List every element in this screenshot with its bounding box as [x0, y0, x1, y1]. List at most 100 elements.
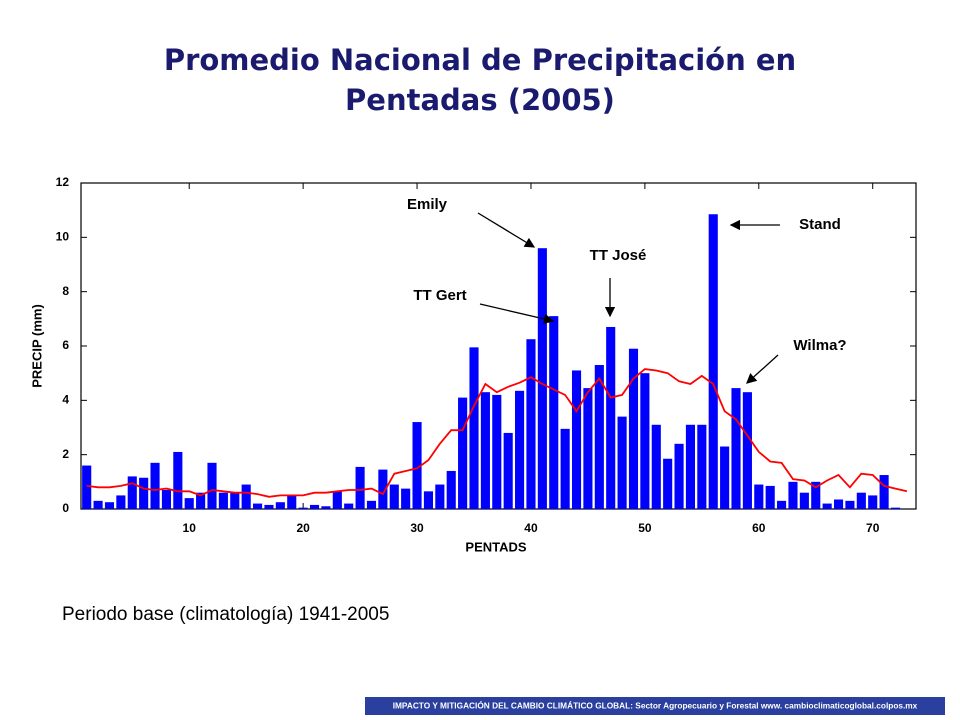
- bar: [253, 503, 263, 509]
- y-tick-label: 12: [56, 175, 70, 189]
- line: [86, 368, 908, 498]
- bar: [777, 500, 787, 509]
- bar: [401, 488, 411, 509]
- x-tick-label: 20: [296, 521, 310, 535]
- y-tick-label: 10: [56, 230, 70, 244]
- bar: [423, 491, 433, 509]
- bar: [275, 502, 285, 509]
- bar: [298, 507, 308, 509]
- bar: [594, 365, 604, 509]
- x-tick-label: 50: [638, 521, 652, 535]
- bar: [651, 424, 661, 509]
- bar: [765, 485, 775, 509]
- bar: [720, 446, 730, 509]
- arrow: [477, 212, 536, 248]
- bar: [492, 394, 502, 509]
- bar: [663, 458, 673, 509]
- x-tick-label: 60: [752, 521, 766, 535]
- bar: [139, 477, 149, 509]
- bar: [82, 465, 92, 509]
- bar: [742, 392, 752, 509]
- bar: [868, 495, 878, 509]
- bar: [230, 492, 240, 509]
- bar: [241, 484, 251, 509]
- bar: [321, 506, 331, 509]
- bar: [366, 500, 377, 509]
- bar: [879, 475, 889, 509]
- bar: [560, 428, 570, 509]
- x-axis-label: PENTADS: [465, 539, 526, 554]
- bar: [788, 481, 798, 509]
- bar: [674, 443, 684, 509]
- bar: [173, 451, 183, 509]
- annotation: TT José: [590, 247, 647, 264]
- bar: [571, 370, 582, 509]
- bar: [389, 484, 399, 509]
- bar: [469, 347, 479, 509]
- bar: [811, 481, 821, 509]
- bar: [628, 348, 639, 509]
- bar: [309, 504, 320, 509]
- arrow: [746, 354, 779, 384]
- bar: [264, 504, 274, 509]
- x-tick-label: 70: [866, 521, 880, 535]
- arrow: [479, 303, 555, 325]
- bar: [196, 492, 206, 509]
- bar: [731, 388, 741, 509]
- bar: [515, 390, 525, 509]
- y-tick-label: 8: [62, 284, 69, 298]
- bar: [127, 476, 137, 509]
- chart-title: Promedio Nacional de Precipitación en: [164, 43, 796, 77]
- bar: [526, 339, 536, 509]
- bar: [503, 432, 513, 509]
- annotation: Wilma?: [793, 337, 846, 354]
- x-tick-label: 40: [524, 521, 538, 535]
- footer: IMPACTO Y MITIGACIÓN DEL CAMBIO CLIMÁTIC…: [393, 700, 918, 711]
- y-tick-label: 4: [62, 393, 69, 407]
- y-tick-label: 0: [62, 501, 69, 515]
- bar: [856, 492, 866, 509]
- y-axis-label: PRECIP (mm): [29, 304, 44, 388]
- bar: [617, 416, 627, 509]
- bar: [685, 424, 696, 509]
- bar: [435, 484, 445, 509]
- chart-title: Pentadas (2005): [345, 83, 615, 117]
- bar: [93, 500, 103, 509]
- bar: [822, 503, 832, 509]
- bar: [458, 397, 468, 509]
- annotation: Emily: [407, 196, 448, 213]
- x-tick-label: 10: [183, 521, 197, 535]
- bar: [344, 503, 354, 509]
- y-tick-label: 2: [62, 447, 69, 461]
- bar: [480, 392, 490, 509]
- bar: [640, 373, 650, 509]
- bar: [697, 424, 707, 509]
- note: Periodo base (climatología) 1941-2005: [62, 604, 389, 625]
- bar: [412, 422, 422, 509]
- bar: [207, 462, 217, 509]
- annotation: TT Gert: [413, 287, 466, 304]
- bar: [355, 466, 365, 509]
- x-tick-label: 30: [410, 521, 424, 535]
- bar: [537, 248, 547, 509]
- bar: [116, 495, 126, 509]
- bar: [606, 326, 616, 509]
- bar: [754, 484, 764, 509]
- annotation: Stand: [799, 216, 841, 233]
- bar: [150, 462, 160, 509]
- bar: [845, 500, 855, 509]
- bar: [583, 388, 593, 509]
- bar: [833, 499, 844, 509]
- bar: [104, 502, 115, 509]
- bar: [161, 489, 171, 509]
- bar: [184, 498, 194, 509]
- bar: [890, 507, 901, 509]
- bar: [446, 470, 456, 509]
- bar: [708, 214, 718, 509]
- footer-bar: [365, 697, 945, 715]
- bar: [287, 495, 297, 509]
- bar: [218, 492, 228, 509]
- bar: [378, 469, 388, 509]
- y-tick-label: 6: [62, 338, 69, 352]
